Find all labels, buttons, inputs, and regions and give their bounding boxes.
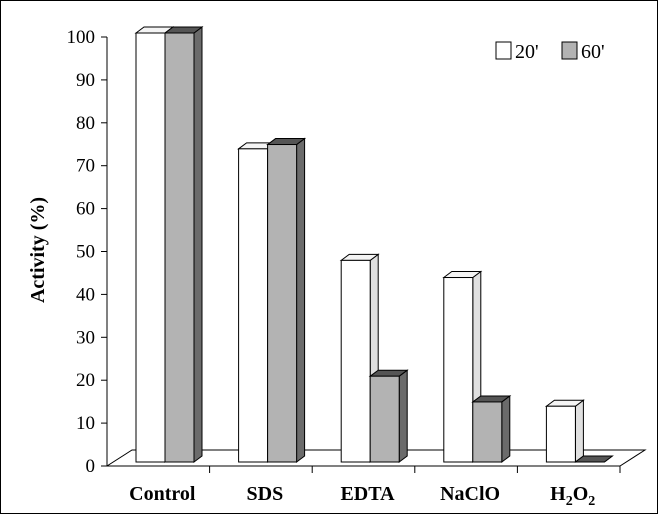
- y-tick-label-60: 60: [76, 199, 95, 220]
- bar-front-face: [135, 32, 166, 463]
- bar-side-face: [398, 369, 408, 463]
- y-tick-label-20: 20: [76, 370, 95, 391]
- bar-sds-series-2: [266, 137, 307, 463]
- bar-front-face: [545, 405, 576, 463]
- y-tick-label-10: 10: [76, 413, 95, 434]
- y-axis-title: Activity (%): [27, 197, 49, 303]
- bar-side-face: [296, 137, 306, 463]
- y-tick-label-90: 90: [76, 70, 95, 91]
- bar-top-face: [573, 455, 614, 463]
- bar-side-face: [574, 399, 584, 463]
- bar-control-series-2: [163, 26, 204, 463]
- x-category-label-5: H2O2: [550, 483, 595, 509]
- x-category-label-4: NaClO: [440, 483, 500, 505]
- bar-front-face: [164, 32, 195, 463]
- bar-h2o2-series-1: [544, 399, 585, 463]
- x-category-label-1: Control: [129, 483, 196, 505]
- legend-label-1: 20': [515, 41, 539, 63]
- x-category-label-3: EDTA: [340, 483, 395, 505]
- bar-front-face: [443, 277, 474, 463]
- y-tick-label-80: 80: [76, 113, 95, 134]
- bar-front-face: [267, 144, 298, 463]
- y-tick-label-70: 70: [76, 156, 95, 177]
- legend-swatch-1: [495, 41, 512, 60]
- y-tick-label-30: 30: [76, 327, 95, 348]
- y-tick-label-100: 100: [67, 27, 96, 48]
- bar-naclo-series-2: [471, 394, 512, 463]
- legend-label-2: 60': [581, 41, 605, 63]
- y-tick-label-0: 0: [86, 456, 96, 477]
- bar-front-face: [238, 148, 269, 463]
- bar-naclo-series-1: [442, 270, 483, 463]
- bar-side-face: [501, 394, 511, 463]
- bar-front-face: [340, 259, 371, 463]
- y-tick-label-40: 40: [76, 284, 95, 305]
- legend: 20' 60': [495, 41, 605, 63]
- bar-h2o2-series-2: [573, 455, 614, 463]
- bar-side-face: [193, 26, 203, 463]
- y-tick-label-50: 50: [76, 242, 95, 263]
- x-category-label-2: SDS: [247, 483, 284, 505]
- legend-swatch-2: [561, 41, 578, 60]
- bar-front-face: [369, 375, 400, 463]
- bar-front-face: [472, 401, 503, 463]
- bar-edta-series-2: [368, 369, 409, 463]
